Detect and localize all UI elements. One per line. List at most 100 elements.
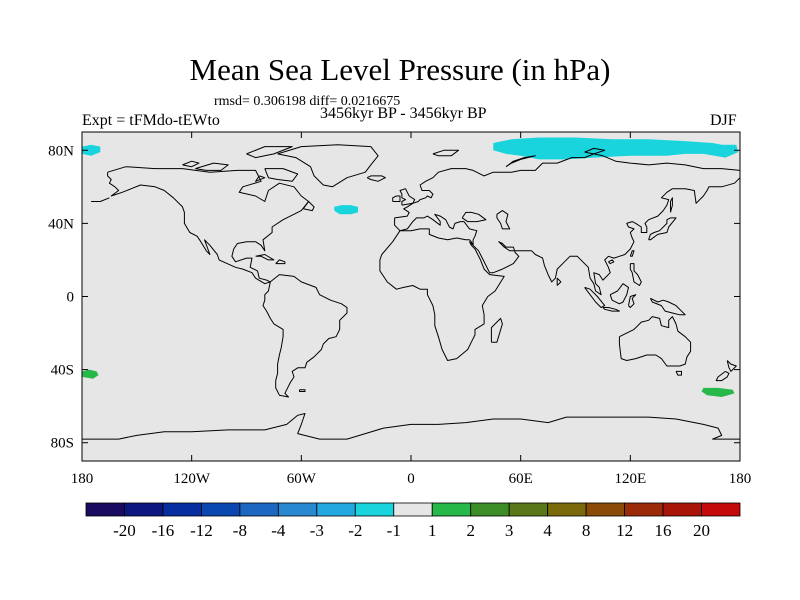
coastline-new-guinea (649, 297, 686, 316)
anomaly-region-bering-negative (82, 144, 101, 156)
coastline-hudson-bay-islands (255, 175, 266, 182)
colorbar-swatch (85, 502, 125, 517)
anomaly-region-south-pacific-west-positive (82, 369, 99, 379)
colorbar-swatch (201, 502, 241, 517)
lon-tick-label: 180 (729, 471, 752, 487)
season-label: DJF (710, 112, 737, 129)
lon-tick-label: 0 (407, 471, 415, 487)
coastline-hispaniola (275, 259, 286, 265)
lat-tick-label: 80N (48, 143, 74, 159)
coastline-borneo (609, 283, 629, 305)
coastline-svalbard (432, 149, 459, 157)
colorbar-label: 12 (616, 521, 633, 540)
colorbar-swatch (393, 502, 433, 517)
colorbar-label: -4 (271, 521, 286, 540)
coastline-philippines (629, 263, 642, 286)
coastline-victoria-island (195, 162, 229, 171)
coastline-alaska-islands (91, 197, 110, 202)
coastline-falklands (299, 389, 306, 392)
colorbar-label: 4 (543, 521, 552, 540)
colorbar-swatch (585, 502, 625, 517)
colorbar-swatch (277, 502, 318, 517)
coastline-cuba (255, 254, 275, 261)
colorbar-label: 20 (693, 521, 710, 540)
longitude-axis: 180 120W 60W 0 60E 120E 180 (71, 132, 752, 487)
coastline-novaya-zemlya (505, 155, 536, 168)
coastline-sri-lanka (556, 277, 562, 286)
lon-tick-label: 60E (509, 471, 533, 487)
colorbar-swatch (431, 502, 472, 517)
coastline-australia (618, 316, 692, 367)
colorbar-label: -20 (113, 521, 136, 540)
anomaly-region-tasman-positive (701, 387, 735, 397)
coastline-hainan (608, 259, 615, 265)
colorbar-swatch (316, 502, 356, 517)
colorbar-label: 1 (428, 521, 437, 540)
coastline-newfoundland (302, 201, 315, 212)
lon-tick-label: 180 (71, 471, 94, 487)
colorbar-label: -8 (233, 521, 247, 540)
coastline-new-zealand-north (726, 360, 737, 372)
map-plot: 80N 40N 0 40S 80S 180 120W 60W 0 60E 120E 180 (48, 131, 752, 487)
coastline-java (602, 307, 620, 312)
coastline-japan (648, 217, 677, 241)
lon-tick-label: 120E (614, 471, 646, 487)
colorbar-swatch (354, 502, 395, 517)
lat-tick-label: 80S (51, 436, 74, 452)
coastline-madagascar (490, 317, 503, 343)
coastline-antarctica (82, 413, 740, 440)
lat-tick-label: 40S (51, 363, 74, 379)
coastline-baffin (264, 168, 299, 182)
coastlines (82, 144, 740, 440)
coastline-great-britain (399, 188, 416, 206)
lon-tick-label: 120W (173, 471, 211, 487)
coastline-iceland (366, 175, 386, 182)
anomaly-region-arctic-negative (493, 137, 739, 160)
anomaly-region-north-atlantic-negative (334, 205, 358, 215)
anomaly-fills (82, 137, 739, 397)
coastline-sulawesi (628, 294, 637, 308)
map-background (82, 132, 740, 461)
colorbar-label: -12 (190, 521, 213, 540)
coastline-taiwan (629, 250, 635, 257)
coastline-caspian-sea (496, 210, 511, 230)
colorbar-swatch (162, 502, 202, 517)
colorbar-swatch (239, 502, 279, 517)
colorbar-swatch (547, 502, 587, 517)
colorbar-swatch (624, 502, 664, 517)
colorbar-label: 8 (582, 521, 591, 540)
colorbar-swatch (662, 502, 702, 517)
coastline-tasmania (675, 370, 682, 376)
map-title: Mean Sea Level Pressure (in hPa) (189, 52, 611, 87)
time-period: 3456kyr BP - 3456kyr BP (320, 105, 487, 122)
coastline-north-america (107, 166, 310, 285)
coastline-ellesmere (246, 146, 293, 159)
colorbar-swatch (508, 502, 549, 517)
lat-tick-label: 0 (67, 290, 75, 306)
colorbar-swatch (470, 502, 510, 517)
coastline-eurasia (379, 153, 740, 361)
coastline-greenland (277, 144, 379, 188)
experiment-label: Expt = tFMdo-tEWto (82, 112, 220, 129)
colorbar-label: 3 (505, 521, 514, 540)
colorbar-label: -2 (348, 521, 362, 540)
coastline-sumatra (584, 286, 606, 308)
coastline-black-sea (461, 211, 487, 223)
colorbar-label: 2 (466, 521, 475, 540)
colorbar: -20 -16 -12 -8 -4 -3 -2 -1 1 2 3 4 8 12 16 20 (85, 502, 741, 540)
colorbar-swatch (124, 502, 164, 517)
colorbar-label: -3 (310, 521, 324, 540)
colorbar-label: 16 (655, 521, 672, 540)
lat-tick-label: 40N (48, 216, 74, 232)
lon-tick-label: 60W (287, 471, 317, 487)
coastline-south-america (262, 274, 348, 398)
coastline-severnaya-zemlya (584, 147, 606, 155)
rmsd-diff-stats: rmsd= 0.306198 diff= 0.0216675 (214, 94, 401, 109)
coastline-ireland (392, 195, 401, 202)
colorbar-swatch (701, 502, 741, 517)
colorbar-label: -16 (152, 521, 175, 540)
coastline-sakhalin (670, 197, 673, 213)
coastline-new-zealand-south (715, 370, 730, 382)
colorbar-label: -1 (387, 521, 401, 540)
